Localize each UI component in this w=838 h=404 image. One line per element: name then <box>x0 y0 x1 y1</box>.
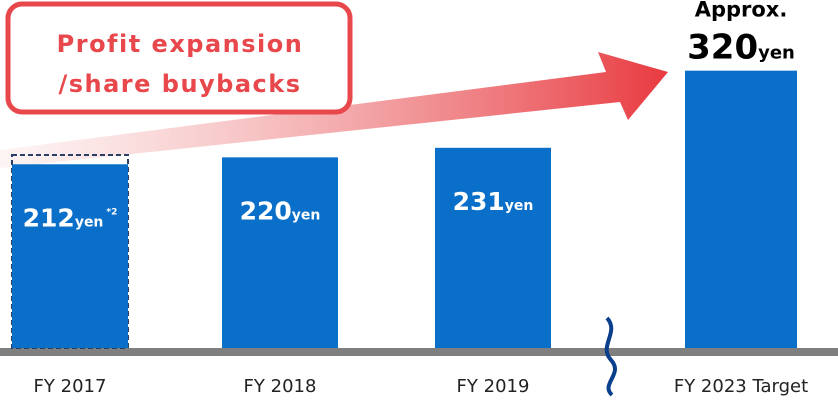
x-tick-label: FY 2017 <box>34 376 107 397</box>
bar <box>435 147 551 348</box>
annotation-line: /share buybacks <box>58 70 301 98</box>
value-unit: yen <box>292 207 321 223</box>
annotation-box <box>5 1 353 115</box>
bar <box>12 164 128 348</box>
value-unit: yen <box>505 198 534 214</box>
bar <box>222 157 338 348</box>
value-label: 231 <box>453 187 505 216</box>
approx-label: Approx. <box>695 0 788 22</box>
value-unit: yen <box>75 214 104 230</box>
value-label: 220 <box>240 196 292 225</box>
bar <box>685 70 797 349</box>
value-unit: yen <box>758 43 795 64</box>
annotation-line: Profit expansion <box>57 30 304 58</box>
x-tick-label: FY 2018 <box>244 376 317 397</box>
value-label: 212 <box>23 203 75 232</box>
x-tick-label: FY 2023 Target <box>674 376 808 397</box>
baseline <box>0 348 838 356</box>
value-label: 320 <box>687 28 758 68</box>
x-tick-label: FY 2019 <box>457 376 530 397</box>
axis-break <box>604 316 617 397</box>
footnote-mark: *2 <box>106 207 117 217</box>
